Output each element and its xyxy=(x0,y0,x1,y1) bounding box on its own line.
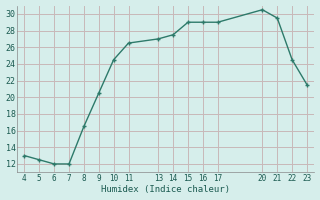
X-axis label: Humidex (Indice chaleur): Humidex (Indice chaleur) xyxy=(101,185,230,194)
